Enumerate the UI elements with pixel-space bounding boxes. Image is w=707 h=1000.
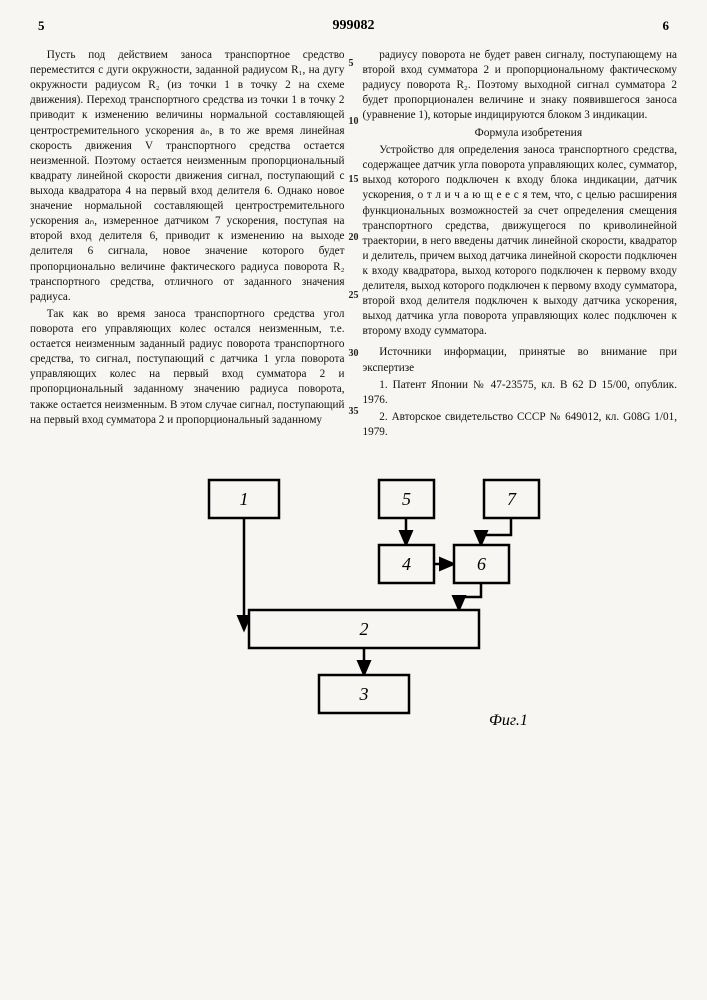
diagram-node-label: 7 — [507, 489, 517, 509]
line-marker: 20 — [349, 232, 359, 243]
paragraph: Устройство для определения заноса трансп… — [363, 143, 678, 339]
paragraph: Так как во время заноса транспортного ср… — [30, 307, 345, 428]
left-column: Пусть под действием заноса транспортное … — [30, 48, 345, 442]
diagram-node-label: 6 — [477, 554, 486, 574]
formula-title: Формула изобретения — [363, 126, 678, 142]
patent-number: 999082 — [45, 18, 663, 34]
figure-label: Фиг.1 — [489, 712, 528, 729]
block-diagram-svg: 1 5 7 4 6 2 3 Фиг.1 — [119, 470, 589, 740]
line-marker: 30 — [349, 348, 359, 359]
line-marker: 25 — [349, 290, 359, 301]
diagram-node-label: 4 — [402, 554, 411, 574]
line-marker: 35 — [349, 406, 359, 417]
diagram-node-label: 2 — [359, 619, 368, 639]
line-marker: 10 — [349, 116, 359, 127]
line-marker: 5 — [349, 58, 359, 69]
diagram-edge — [481, 518, 511, 545]
sources-title: Источники информации, принятые во вниман… — [363, 345, 678, 375]
figure-1: 1 5 7 4 6 2 3 Фиг.1 — [30, 470, 677, 740]
source-item: 2. Авторское свидетельство СССР № 649012… — [363, 410, 678, 440]
page-num-right: 6 — [663, 18, 670, 34]
diagram-edge — [459, 583, 481, 610]
diagram-node-label: 3 — [358, 684, 368, 704]
line-marker: 15 — [349, 174, 359, 185]
paragraph: Пусть под действием заноса транспортное … — [30, 48, 345, 305]
paragraph: радиусу поворота не будет равен сигналу,… — [363, 48, 678, 124]
diagram-node-label: 5 — [402, 489, 411, 509]
diagram-node-label: 1 — [239, 489, 248, 509]
page: 5 999082 6 5 10 15 20 25 30 35 Пусть под… — [0, 0, 707, 1000]
line-number-gutter: 5 10 15 20 25 30 35 — [349, 58, 359, 417]
source-item: 1. Патент Японии № 47-23575, кл. B 62 D … — [363, 378, 678, 408]
right-column: радиусу поворота не будет равен сигналу,… — [363, 48, 678, 442]
header-row: 5 999082 6 — [30, 18, 677, 34]
